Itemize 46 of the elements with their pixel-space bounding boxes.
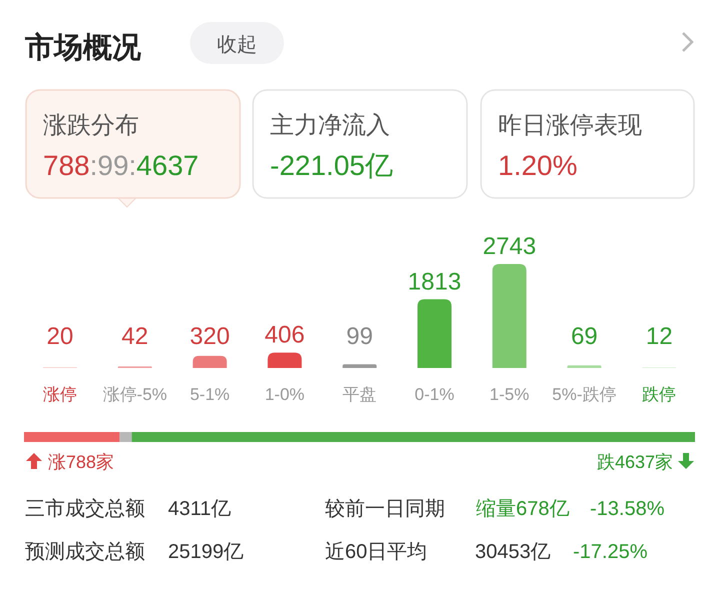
data-label: 99 <box>346 323 373 350</box>
text: 涨788家 <box>48 452 114 472</box>
text: -17.25% <box>573 541 648 563</box>
data-label: 20 <box>46 323 74 350</box>
text: 788 <box>43 150 90 181</box>
bar <box>342 364 377 368</box>
data-label: 12 <box>646 323 673 350</box>
x-tick-label: 涨停 <box>43 385 77 404</box>
data-label: 406 <box>264 322 305 349</box>
x-tick-label: 平盘 <box>342 385 377 404</box>
data-label: 1813 <box>408 268 462 296</box>
bar <box>192 356 227 368</box>
text: 近60日平均 <box>325 541 428 563</box>
x-tick-label: 5%-跌停 <box>552 385 616 404</box>
bar <box>492 264 526 368</box>
text: 跌4637家 <box>596 452 673 472</box>
x-tick-label: 5-1% <box>190 385 230 404</box>
text: 1.20% <box>498 150 578 181</box>
text: 收起 <box>217 34 257 56</box>
x-tick-label: 涨停-5% <box>102 385 168 404</box>
x-tick-label: 0-1% <box>414 385 454 404</box>
x-tick-label: 1-5% <box>490 385 530 404</box>
text: 4637 <box>136 150 199 181</box>
text: 主力净流入 <box>270 112 390 139</box>
text: 30453亿 <box>475 541 551 563</box>
x-tick-label: 1-0% <box>264 385 305 404</box>
text: 预测成交总额 <box>25 541 145 563</box>
text: -13.58% <box>590 498 665 520</box>
data-label: 320 <box>190 323 230 350</box>
text: -221.05亿 <box>270 150 393 181</box>
data-label: 42 <box>122 323 148 350</box>
text: 较前一日同期 <box>325 498 445 520</box>
text: 4311亿 <box>168 498 232 520</box>
text: 昨日涨停表现 <box>498 112 642 139</box>
bar <box>567 365 602 368</box>
text: 缩量678亿 <box>476 498 570 520</box>
text: 涨跌分布 <box>43 112 139 139</box>
text: 三市成交总额 <box>25 498 145 520</box>
x-tick-label: 跌停 <box>642 385 676 404</box>
text: 25199亿 <box>168 541 244 563</box>
text: 市场概况 <box>24 31 142 64</box>
bar <box>268 352 302 368</box>
bar <box>418 299 452 368</box>
data-label: 2743 <box>482 233 536 260</box>
data-label: 69 <box>570 323 598 350</box>
text: :99: <box>90 150 136 181</box>
